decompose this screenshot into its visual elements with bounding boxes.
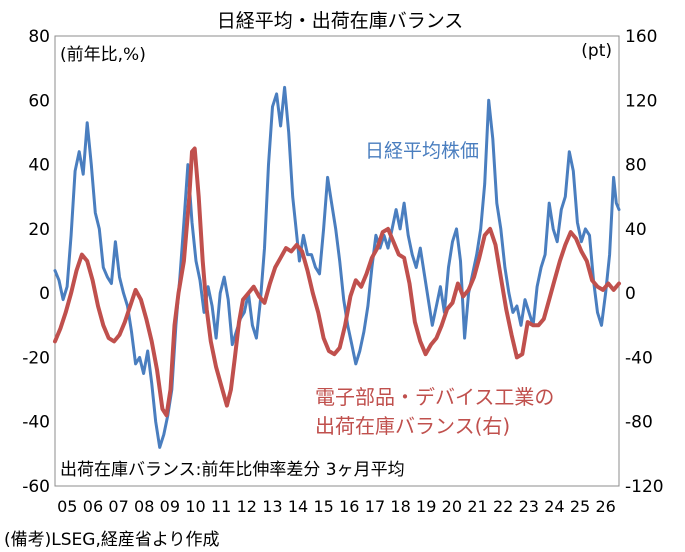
right-axis-unit: (pt) <box>581 41 612 61</box>
right-axis-ticks: 160 120 80 40 0 -40 -80 -120 <box>625 27 664 497</box>
right-tick-label: -80 <box>625 413 653 433</box>
left-axis-ticks: 80 60 40 20 0 -20 -40 -60 <box>22 27 50 497</box>
x-tick-label: 08 <box>134 497 154 516</box>
left-tick-label: -60 <box>22 477 50 497</box>
x-tick-label: 11 <box>211 497 231 516</box>
x-tick-label: 22 <box>493 497 513 516</box>
x-tick-label: 20 <box>442 497 462 516</box>
left-tick-label: 20 <box>28 220 50 240</box>
x-tick-label: 24 <box>544 497 564 516</box>
plot-area <box>54 35 620 487</box>
series-label-balance-line2: 出荷在庫バランス(右) <box>315 414 510 438</box>
x-tick-label: 14 <box>288 497 308 516</box>
right-tick-label: 120 <box>625 91 657 111</box>
x-tick-label: 05 <box>57 497 77 516</box>
right-tick-label: 40 <box>625 220 647 240</box>
x-tick-label: 13 <box>262 497 282 516</box>
right-tick-label: 80 <box>625 156 647 176</box>
x-tick-label: 07 <box>108 497 128 516</box>
left-tick-label: 60 <box>28 91 50 111</box>
chart-title: 日経平均・出荷在庫バランス <box>217 10 464 32</box>
x-tick-label: 12 <box>237 497 257 516</box>
x-tick-label: 17 <box>365 497 385 516</box>
x-tick-label: 21 <box>467 497 487 516</box>
right-tick-label: -120 <box>625 477 664 497</box>
x-tick-label: 25 <box>570 497 590 516</box>
x-tick-label: 10 <box>185 497 205 516</box>
x-tick-label: 26 <box>596 497 616 516</box>
right-tick-label: 160 <box>625 27 657 47</box>
x-tick-label: 19 <box>416 497 436 516</box>
left-tick-label: 0 <box>39 284 50 304</box>
left-tick-label: 40 <box>28 156 50 176</box>
x-tick-label: 09 <box>160 497 180 516</box>
chart-note: 出荷在庫バランス:前年比伸率差分 3ヶ月平均 <box>60 460 405 480</box>
series-line-nikkei <box>53 85 621 449</box>
series-line-shipment-inventory-balance <box>53 146 621 418</box>
x-tick-label: 23 <box>519 497 539 516</box>
left-tick-label: -20 <box>22 348 50 368</box>
left-tick-label: -40 <box>22 413 50 433</box>
x-tick-label: 16 <box>339 497 359 516</box>
series-layer <box>53 85 621 449</box>
right-tick-label: -40 <box>625 348 653 368</box>
source-note: (備考)LSEG,経産省より作成 <box>4 530 220 550</box>
left-tick-label: 80 <box>28 27 50 47</box>
x-tick-label: 15 <box>314 497 334 516</box>
x-tick-label: 06 <box>83 497 103 516</box>
x-tick-label: 18 <box>390 497 410 516</box>
series-label-nikkei: 日経平均株価 <box>365 140 479 162</box>
left-axis-unit: (前年比,%) <box>60 45 146 65</box>
right-tick-label: 0 <box>625 284 636 304</box>
x-axis-ticks: 05 06 07 08 09 10 11 12 13 14 15 16 17 18 19 20 21 22 23 24… <box>57 497 616 516</box>
series-label-balance-line1: 電子部品・デバイス工業の <box>315 385 554 409</box>
